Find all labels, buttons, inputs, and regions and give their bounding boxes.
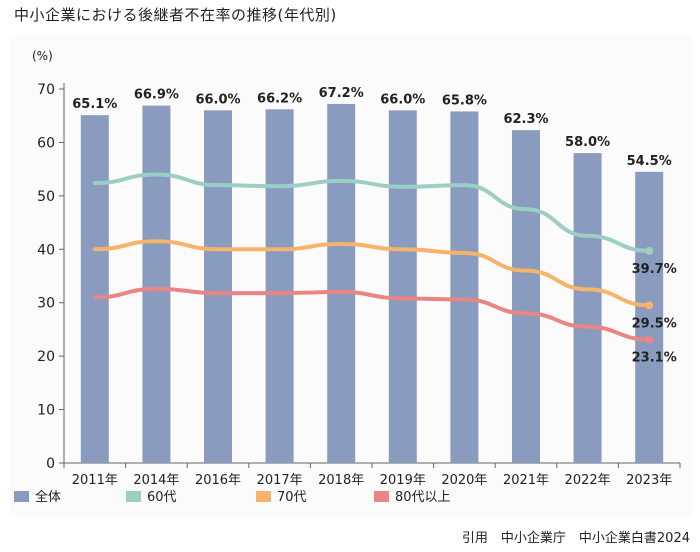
legend-swatch: [14, 491, 29, 502]
series-end-point: [645, 301, 654, 310]
series-end-point: [645, 246, 654, 255]
bar-value-label: 62.3%: [503, 112, 548, 127]
chart-panel: 0 10 20 30 40 50 60 70 (%) 2011年 2014年 2016年 2017年 20…: [10, 36, 692, 516]
x-tick-label: 2019年: [380, 473, 426, 488]
legend-label: 70代: [277, 490, 307, 505]
bar-value-label: 65.8%: [442, 93, 487, 108]
bar: [204, 110, 232, 463]
legend-swatch: [374, 491, 389, 502]
y-tick-label: 70: [37, 82, 55, 98]
legend: 全体 60代 70代 80代以上: [14, 489, 451, 505]
legend-label: 80代以上: [395, 490, 451, 505]
series-line: [92, 239, 652, 308]
series-line: [92, 286, 652, 342]
bar-value-label: 66.2%: [257, 91, 302, 106]
bar: [512, 130, 540, 463]
legend-label: 60代: [147, 490, 177, 505]
series-end-label: 39.7%: [632, 262, 677, 277]
x-tick-label: 2020年: [441, 473, 487, 488]
y-tick-label: 20: [37, 349, 55, 365]
y-tick-label: 40: [37, 242, 55, 258]
bar: [327, 103, 356, 464]
bar: [573, 153, 602, 463]
legend-swatch: [256, 491, 271, 502]
lines: [92, 172, 654, 344]
chart-title: 中小企業における後継者不在率の推移(年代別): [14, 6, 337, 24]
legend-label: 全体: [35, 489, 61, 505]
y-tick-label: 0: [46, 456, 55, 472]
x-tick-label: 2011年: [72, 473, 118, 488]
bar: [450, 111, 479, 463]
bar: [142, 105, 171, 463]
bar: [265, 109, 294, 463]
x-tick-label: 2022年: [565, 473, 611, 488]
y-tick-label: 30: [37, 296, 55, 312]
legend-swatch: [126, 491, 141, 502]
x-tick-label: 2021年: [503, 473, 549, 488]
bar-value-label: 65.1%: [72, 97, 117, 112]
axes: 0 10 20 30 40 50 60 70 (%) 2011年 2014年 2016年 2017年 20…: [32, 49, 681, 488]
x-tick-label: 2014年: [133, 473, 179, 488]
x-tick-label: 2016年: [195, 473, 241, 488]
x-tick-label: 2017年: [257, 473, 303, 488]
bar-value-label: 66.0%: [195, 92, 240, 107]
bar-value-label: 66.9%: [134, 88, 179, 103]
y-tick-label: 50: [37, 189, 55, 205]
y-tick-label: 60: [37, 135, 55, 151]
y-tick-label: 10: [37, 403, 55, 419]
y-axis-unit: (%): [32, 49, 53, 63]
series-end-label: 29.5%: [632, 316, 677, 331]
x-tick-label: 2023年: [626, 473, 672, 488]
bars: [80, 103, 664, 464]
data-labels: 65.1% 66.9% 66.0% 66.2% 67.2% 66.0% 65.8% 62.3%…: [72, 86, 677, 366]
bar-value-label: 54.5%: [627, 154, 672, 169]
bar: [80, 115, 109, 464]
source-note: 引用 中小企業庁 中小企業白書2024: [461, 531, 690, 546]
bar: [635, 171, 664, 464]
series-end-label: 23.1%: [632, 351, 677, 366]
bar-value-label: 58.0%: [565, 135, 610, 150]
bar: [388, 110, 417, 463]
chart: 0 10 20 30 40 50 60 70 (%) 2011年 2014年 2016年 2017年 20…: [10, 36, 692, 516]
x-tick-label: 2018年: [318, 473, 364, 488]
bar-value-label: 67.2%: [319, 86, 364, 101]
series-end-point: [645, 335, 654, 344]
bar-value-label: 66.0%: [380, 92, 425, 107]
series-line: [92, 172, 652, 253]
